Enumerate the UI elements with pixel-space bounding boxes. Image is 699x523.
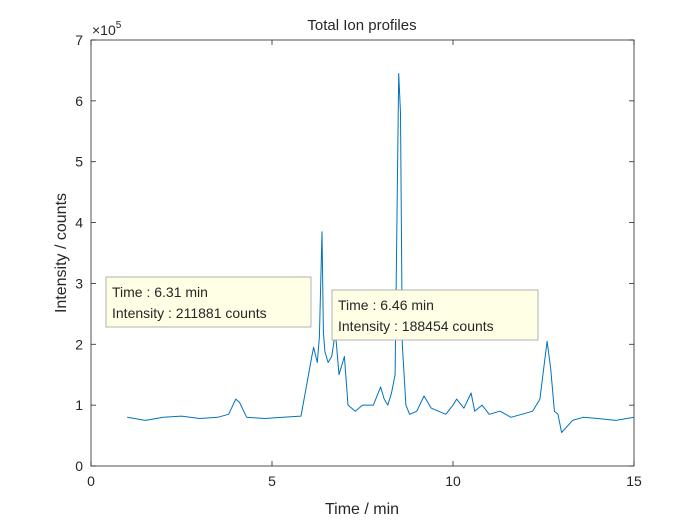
y-tick-label: 0 bbox=[75, 458, 83, 474]
series-group bbox=[127, 73, 635, 433]
y-tick-label: 1 bbox=[75, 397, 83, 413]
x-axis-label: Time / min bbox=[325, 501, 399, 518]
x-tick-label: 0 bbox=[87, 473, 95, 489]
y-tick-label: 4 bbox=[75, 215, 83, 231]
x-tick-label: 5 bbox=[268, 473, 276, 489]
y-tick-label: 6 bbox=[75, 93, 83, 109]
y-axis-ticks: 0 1 2 3 4 5 6 7 bbox=[75, 32, 634, 474]
datatip-2[interactable]: Time : 6.46 min Intensity : 188454 count… bbox=[331, 289, 539, 341]
y-tick-label: 5 bbox=[75, 154, 83, 170]
y-tick-label: 3 bbox=[75, 275, 83, 291]
datatip-2-line2: Intensity : 188454 counts bbox=[338, 318, 494, 334]
y-axis-label: Intensity / counts bbox=[53, 193, 70, 313]
chart-title: Total Ion profiles bbox=[307, 17, 416, 34]
datatip-1[interactable]: Time : 6.31 min Intensity : 211881 count… bbox=[105, 276, 312, 328]
y-exponent-label: ×105 bbox=[92, 20, 122, 38]
plot-area bbox=[90, 39, 635, 467]
datatip-1-line1: Time : 6.31 min bbox=[112, 284, 208, 300]
datatip-2-line1: Time : 6.46 min bbox=[338, 297, 434, 313]
series-line[interactable] bbox=[127, 73, 635, 433]
x-tick-label: 10 bbox=[445, 473, 461, 489]
x-axis-ticks: 0 5 10 15 bbox=[87, 40, 642, 489]
y-tick-label: 2 bbox=[75, 336, 83, 352]
datatip-1-line2: Intensity : 211881 counts bbox=[112, 305, 267, 321]
y-tick-label: 7 bbox=[75, 32, 83, 48]
x-tick-label: 15 bbox=[626, 473, 642, 489]
